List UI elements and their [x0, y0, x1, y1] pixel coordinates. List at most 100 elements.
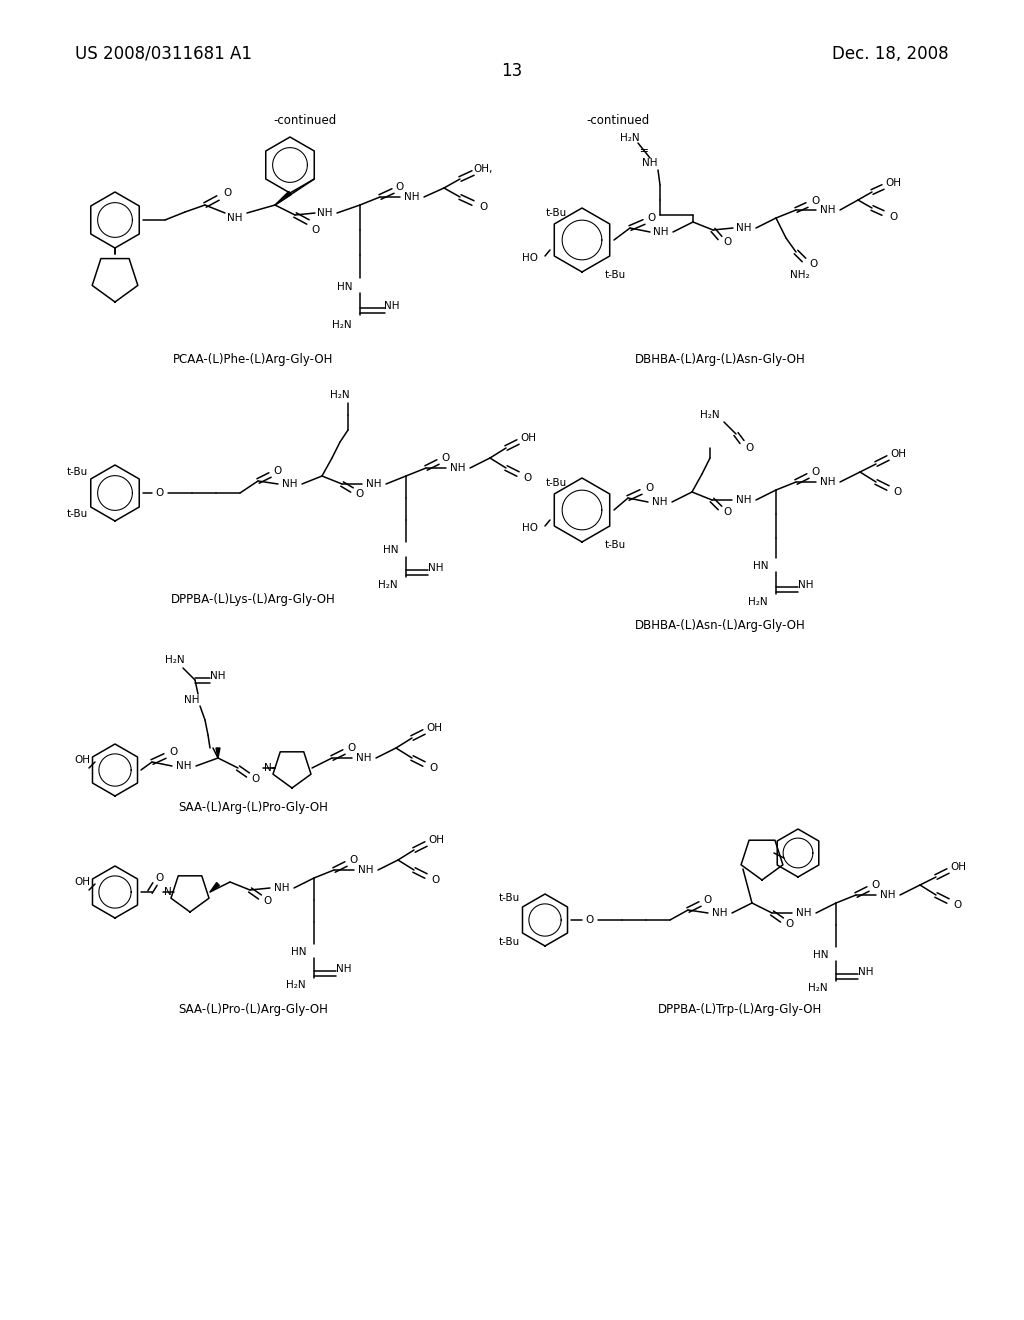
Text: NH: NH	[227, 213, 243, 223]
Text: NH₂: NH₂	[791, 271, 810, 280]
Text: H₂N: H₂N	[287, 979, 306, 990]
Text: DPPBA-(L)Trp-(L)Arg-Gly-OH: DPPBA-(L)Trp-(L)Arg-Gly-OH	[657, 1003, 822, 1016]
Text: O: O	[311, 224, 319, 235]
Text: NH: NH	[336, 964, 352, 974]
Text: N: N	[164, 887, 172, 898]
Text: NH: NH	[858, 968, 873, 977]
Text: O: O	[156, 873, 164, 883]
Text: DPPBA-(L)Lys-(L)Arg-Gly-OH: DPPBA-(L)Lys-(L)Arg-Gly-OH	[171, 594, 336, 606]
Text: Dec. 18, 2008: Dec. 18, 2008	[833, 45, 949, 63]
Text: NH: NH	[274, 883, 290, 894]
Text: O: O	[224, 187, 232, 198]
Text: O: O	[169, 747, 177, 756]
Text: H₂N: H₂N	[700, 411, 720, 420]
Polygon shape	[216, 748, 220, 758]
Text: NH: NH	[642, 158, 657, 168]
Text: O: O	[954, 900, 963, 909]
Text: NH: NH	[881, 890, 896, 900]
Text: NH: NH	[210, 671, 225, 681]
Text: NH: NH	[820, 477, 836, 487]
Text: O: O	[724, 507, 732, 517]
Polygon shape	[210, 883, 219, 892]
Polygon shape	[275, 191, 291, 205]
Text: NH: NH	[736, 223, 752, 234]
Text: HN: HN	[337, 282, 352, 292]
Text: SAA-(L)Arg-(L)Pro-Gly-OH: SAA-(L)Arg-(L)Pro-Gly-OH	[178, 801, 328, 814]
Text: NH: NH	[184, 696, 200, 705]
Text: NH: NH	[451, 463, 466, 473]
Text: H₂N: H₂N	[621, 133, 640, 143]
Text: OH: OH	[74, 755, 90, 766]
Text: NH: NH	[652, 498, 668, 507]
Text: t-Bu: t-Bu	[67, 510, 88, 519]
Text: OH: OH	[428, 836, 444, 845]
Text: NH: NH	[799, 579, 814, 590]
Text: t-Bu: t-Bu	[499, 937, 520, 946]
Text: OH: OH	[950, 862, 966, 873]
Text: HN: HN	[291, 946, 306, 957]
Text: O: O	[396, 182, 404, 191]
Text: NH: NH	[653, 227, 669, 238]
Text: O: O	[812, 467, 820, 477]
Text: HN: HN	[383, 545, 398, 554]
Text: O: O	[350, 855, 358, 865]
Text: H₂N: H₂N	[749, 597, 768, 607]
Text: O: O	[645, 483, 653, 492]
Text: HN: HN	[753, 561, 768, 572]
Text: O: O	[724, 238, 732, 247]
Text: t-Bu: t-Bu	[499, 894, 520, 903]
Text: NH: NH	[404, 191, 420, 202]
Text: ═: ═	[641, 145, 647, 154]
Text: OH: OH	[520, 433, 536, 444]
Text: H₂N: H₂N	[165, 655, 184, 665]
Text: O: O	[811, 195, 819, 206]
Text: O: O	[432, 875, 440, 884]
Text: OH: OH	[426, 723, 442, 733]
Text: O: O	[430, 763, 438, 774]
Text: HO: HO	[522, 253, 538, 263]
Text: SAA-(L)Pro-(L)Arg-Gly-OH: SAA-(L)Pro-(L)Arg-Gly-OH	[178, 1003, 328, 1016]
Text: t-Bu: t-Bu	[546, 209, 566, 218]
Text: H₂N: H₂N	[808, 983, 828, 993]
Text: O: O	[894, 487, 902, 498]
Text: O: O	[809, 259, 817, 269]
Text: O: O	[264, 896, 272, 906]
Text: O: O	[648, 213, 656, 223]
Text: NH: NH	[356, 752, 372, 763]
Text: O: O	[703, 895, 712, 906]
Text: H₂N: H₂N	[379, 579, 398, 590]
Text: t-Bu: t-Bu	[604, 540, 626, 550]
Text: NH: NH	[367, 479, 382, 488]
Text: NH: NH	[358, 865, 374, 875]
Text: t-Bu: t-Bu	[604, 271, 626, 280]
Text: O: O	[785, 919, 795, 929]
Text: OH: OH	[74, 876, 90, 887]
Text: NH: NH	[176, 762, 191, 771]
Text: O: O	[348, 743, 356, 752]
Text: 13: 13	[502, 62, 522, 81]
Text: -continued: -continued	[587, 114, 649, 127]
Text: O: O	[356, 488, 365, 499]
Text: O: O	[586, 915, 594, 925]
Text: OH: OH	[890, 449, 906, 459]
Text: NH: NH	[713, 908, 728, 917]
Text: DBHBA-(L)Arg-(L)Asn-Gly-OH: DBHBA-(L)Arg-(L)Asn-Gly-OH	[635, 354, 805, 367]
Text: OH: OH	[885, 178, 901, 187]
Text: NH: NH	[384, 301, 399, 312]
Text: O: O	[252, 774, 260, 784]
Text: OH,: OH,	[473, 164, 493, 174]
Text: DBHBA-(L)Asn-(L)Arg-Gly-OH: DBHBA-(L)Asn-(L)Arg-Gly-OH	[635, 619, 805, 631]
Text: O: O	[871, 880, 880, 890]
Text: NH: NH	[736, 495, 752, 506]
Text: US 2008/0311681 A1: US 2008/0311681 A1	[75, 45, 252, 63]
Text: t-Bu: t-Bu	[67, 467, 88, 477]
Text: t-Bu: t-Bu	[546, 478, 566, 488]
Text: O: O	[156, 488, 164, 498]
Text: H₂N: H₂N	[330, 389, 350, 400]
Text: H₂N: H₂N	[333, 319, 352, 330]
Text: NH: NH	[820, 205, 836, 215]
Text: NH: NH	[317, 209, 333, 218]
Text: NH: NH	[428, 564, 443, 573]
Text: O: O	[889, 213, 897, 222]
Text: N: N	[264, 763, 272, 774]
